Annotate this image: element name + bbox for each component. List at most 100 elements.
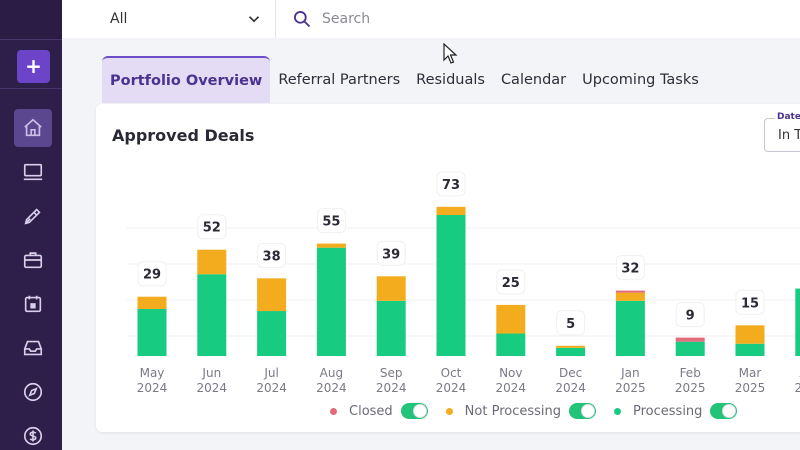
bar-total-label: 15 <box>735 289 765 315</box>
date-filter-select[interactable]: Date In Th <box>764 112 800 152</box>
approved-deals-card: Approved Deals Date In Th 29May202452Jun… <box>96 104 800 432</box>
bar-processing[interactable] <box>735 343 765 356</box>
legend-dot-processing <box>614 407 621 415</box>
add-button[interactable]: + <box>17 50 50 83</box>
bar-not-processing[interactable] <box>735 325 765 344</box>
x-tick-month: Aug <box>320 366 343 380</box>
tab-residuals[interactable]: Residuals <box>416 71 485 88</box>
bar-not-processing[interactable] <box>496 304 526 334</box>
bar-total-value: 52 <box>203 221 221 236</box>
inbox-icon[interactable] <box>14 329 52 367</box>
x-tick-month: Feb <box>680 366 701 380</box>
legend-label-not-processing: Not Processing <box>464 403 561 419</box>
bar-processing[interactable] <box>316 247 346 356</box>
bar-processing[interactable] <box>496 333 526 356</box>
x-tick-month: Dec <box>559 366 582 380</box>
search-placeholder: Search <box>322 11 371 27</box>
x-tick-month: Mar <box>739 366 762 380</box>
mouse-cursor-icon <box>443 43 458 64</box>
bar-not-processing[interactable] <box>257 278 287 312</box>
x-tick-month: Oct <box>441 366 462 380</box>
x-tick-month: May <box>140 366 165 380</box>
closed-toggle[interactable] <box>400 403 428 419</box>
x-tick-month: Sep <box>380 366 403 380</box>
bar-processing[interactable] <box>615 300 645 356</box>
bar-processing[interactable] <box>556 347 586 356</box>
bar-not-processing[interactable] <box>197 249 227 275</box>
chevron-down-icon <box>248 16 260 23</box>
calendar-icon[interactable] <box>14 285 52 323</box>
top-bar: All Search <box>62 0 800 38</box>
x-tick-month: Nov <box>499 366 522 380</box>
x-tick-year: 2024 <box>256 381 287 395</box>
bar-total-label: 39 <box>376 240 406 266</box>
legend-label-closed: Closed <box>349 403 393 419</box>
x-tick-year: 2024 <box>496 381 527 395</box>
tab-referral-partners[interactable]: Referral Partners <box>278 71 401 88</box>
bar-processing[interactable] <box>137 308 167 356</box>
bar-processing[interactable] <box>257 311 287 356</box>
bar-processing[interactable] <box>436 214 466 356</box>
sidebar-top <box>0 0 62 40</box>
date-filter-label: Date <box>775 112 800 122</box>
compass-icon[interactable] <box>14 373 52 411</box>
x-tick-month: Jun <box>201 366 221 380</box>
bar-not-processing[interactable] <box>615 292 645 301</box>
x-tick-year: 2024 <box>376 381 407 395</box>
filter-select[interactable]: All <box>96 0 276 38</box>
processing-toggle[interactable] <box>710 403 738 419</box>
tab-portfolio-overview[interactable]: Portfolio Overview <box>102 56 271 103</box>
filter-value: All <box>110 11 128 27</box>
legend-label-processing: Processing <box>633 403 703 419</box>
x-tick-month: Jul <box>263 366 278 380</box>
search-input[interactable]: Search <box>292 0 370 38</box>
bar-closed[interactable] <box>615 290 645 293</box>
bar-not-processing[interactable] <box>436 206 466 215</box>
bar-total-label: 32 <box>615 255 645 281</box>
x-tick-year: 2024 <box>137 381 168 395</box>
sidebar: + <box>0 0 62 450</box>
bar-total-value: 25 <box>502 276 520 291</box>
x-tick-year: 2024 <box>316 381 347 395</box>
pen-icon[interactable] <box>14 197 52 235</box>
sidebar-divider <box>0 88 62 89</box>
bar-not-processing[interactable] <box>137 296 167 309</box>
tab-calendar[interactable]: Calendar <box>500 71 567 88</box>
bar-total-value: 38 <box>263 249 281 264</box>
bar-total-value: 32 <box>621 262 639 277</box>
bar-total-label: 5 <box>556 310 586 336</box>
bar-not-processing[interactable] <box>316 243 346 248</box>
bar-total-value: 29 <box>143 268 161 283</box>
bar-total-value: 55 <box>322 215 340 230</box>
monitor-icon[interactable] <box>14 153 52 191</box>
legend-dot-closed <box>330 407 337 415</box>
bar-total-label: 25 <box>496 269 526 295</box>
dollar-icon[interactable] <box>14 417 52 450</box>
bar-total-value: 73 <box>442 178 460 193</box>
not-processing-toggle[interactable] <box>569 403 596 419</box>
briefcase-icon[interactable] <box>14 241 52 279</box>
approved-deals-chart: 29May202452Jun202438Jul202455Aug202439Se… <box>126 171 800 395</box>
bar-total-label: 73 <box>436 171 466 197</box>
bar-processing[interactable] <box>675 341 705 356</box>
home-icon[interactable] <box>14 109 52 147</box>
legend-item-closed: Closed <box>330 403 428 419</box>
card-title: Approved Deals <box>112 126 255 145</box>
bar-total-value: 9 <box>686 309 695 324</box>
legend-dot-not-processing <box>445 407 453 415</box>
bar-processing[interactable] <box>376 300 406 356</box>
bar-not-processing[interactable] <box>376 276 406 301</box>
bar-processing[interactable] <box>197 274 227 356</box>
bar-total-label: 52 <box>197 214 227 240</box>
search-icon <box>294 11 311 28</box>
x-tick-year: 2025 <box>795 381 800 395</box>
bar-total-label: 9 <box>675 302 705 328</box>
bar-processing[interactable] <box>795 288 800 356</box>
x-tick-year: 2024 <box>555 381 586 395</box>
x-tick-year: 2025 <box>675 381 706 395</box>
bar-closed[interactable] <box>675 337 705 342</box>
tab-upcoming-tasks[interactable]: Upcoming Tasks <box>582 71 699 88</box>
bar-not-processing[interactable] <box>556 345 586 348</box>
x-tick-year: 2024 <box>197 381 228 395</box>
date-filter-value: In Th <box>778 128 800 143</box>
